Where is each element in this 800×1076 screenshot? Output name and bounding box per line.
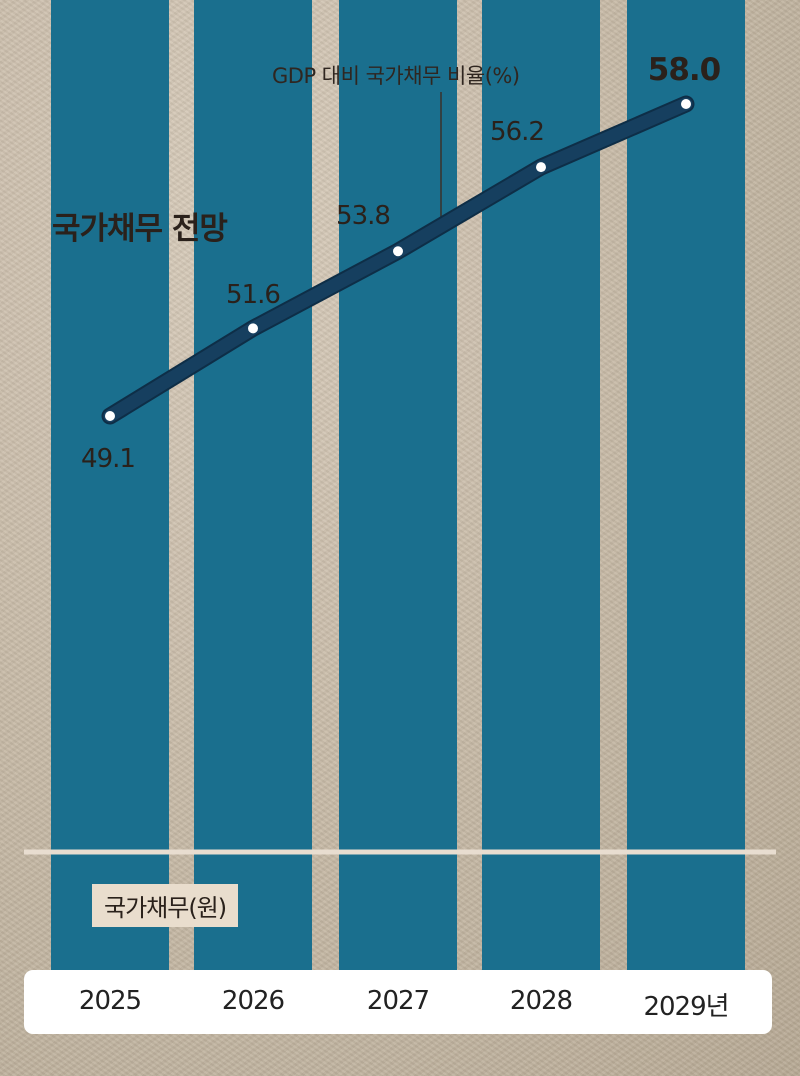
line-point (248, 323, 258, 334)
bar-2027 (339, 0, 457, 971)
bar-2026 (194, 0, 312, 971)
x-tick-label: 2025 (78, 986, 142, 1016)
line-value-label: 53.8 (336, 201, 391, 232)
line-series (101, 95, 695, 425)
line-series-label: GDP 대비 국가채무 비율(%) (272, 64, 520, 88)
x-tick-label: 2029년 (643, 992, 729, 1022)
x-tick-label: 2027 (366, 986, 430, 1016)
line-value-label: 49.1 (81, 444, 136, 474)
line-point (105, 411, 115, 421)
line-point (393, 246, 403, 257)
x-tick-label: 2026 (221, 986, 285, 1016)
chart-title: 국가채무 전망 (52, 211, 228, 247)
bar-series-label: 국가채무(원) (92, 884, 239, 927)
line-value-label: 58.0 (647, 52, 722, 88)
line-point (681, 99, 691, 109)
line-value-label: 51.6 (226, 280, 281, 311)
x-axis-band (24, 970, 772, 1034)
bar-2029년 (627, 0, 745, 970)
bar-2025 (51, 0, 169, 970)
line-value-label: 56.2 (490, 117, 545, 148)
x-tick-label: 2028 (509, 986, 573, 1016)
bar-series (51, 0, 745, 971)
line-point (536, 162, 546, 173)
